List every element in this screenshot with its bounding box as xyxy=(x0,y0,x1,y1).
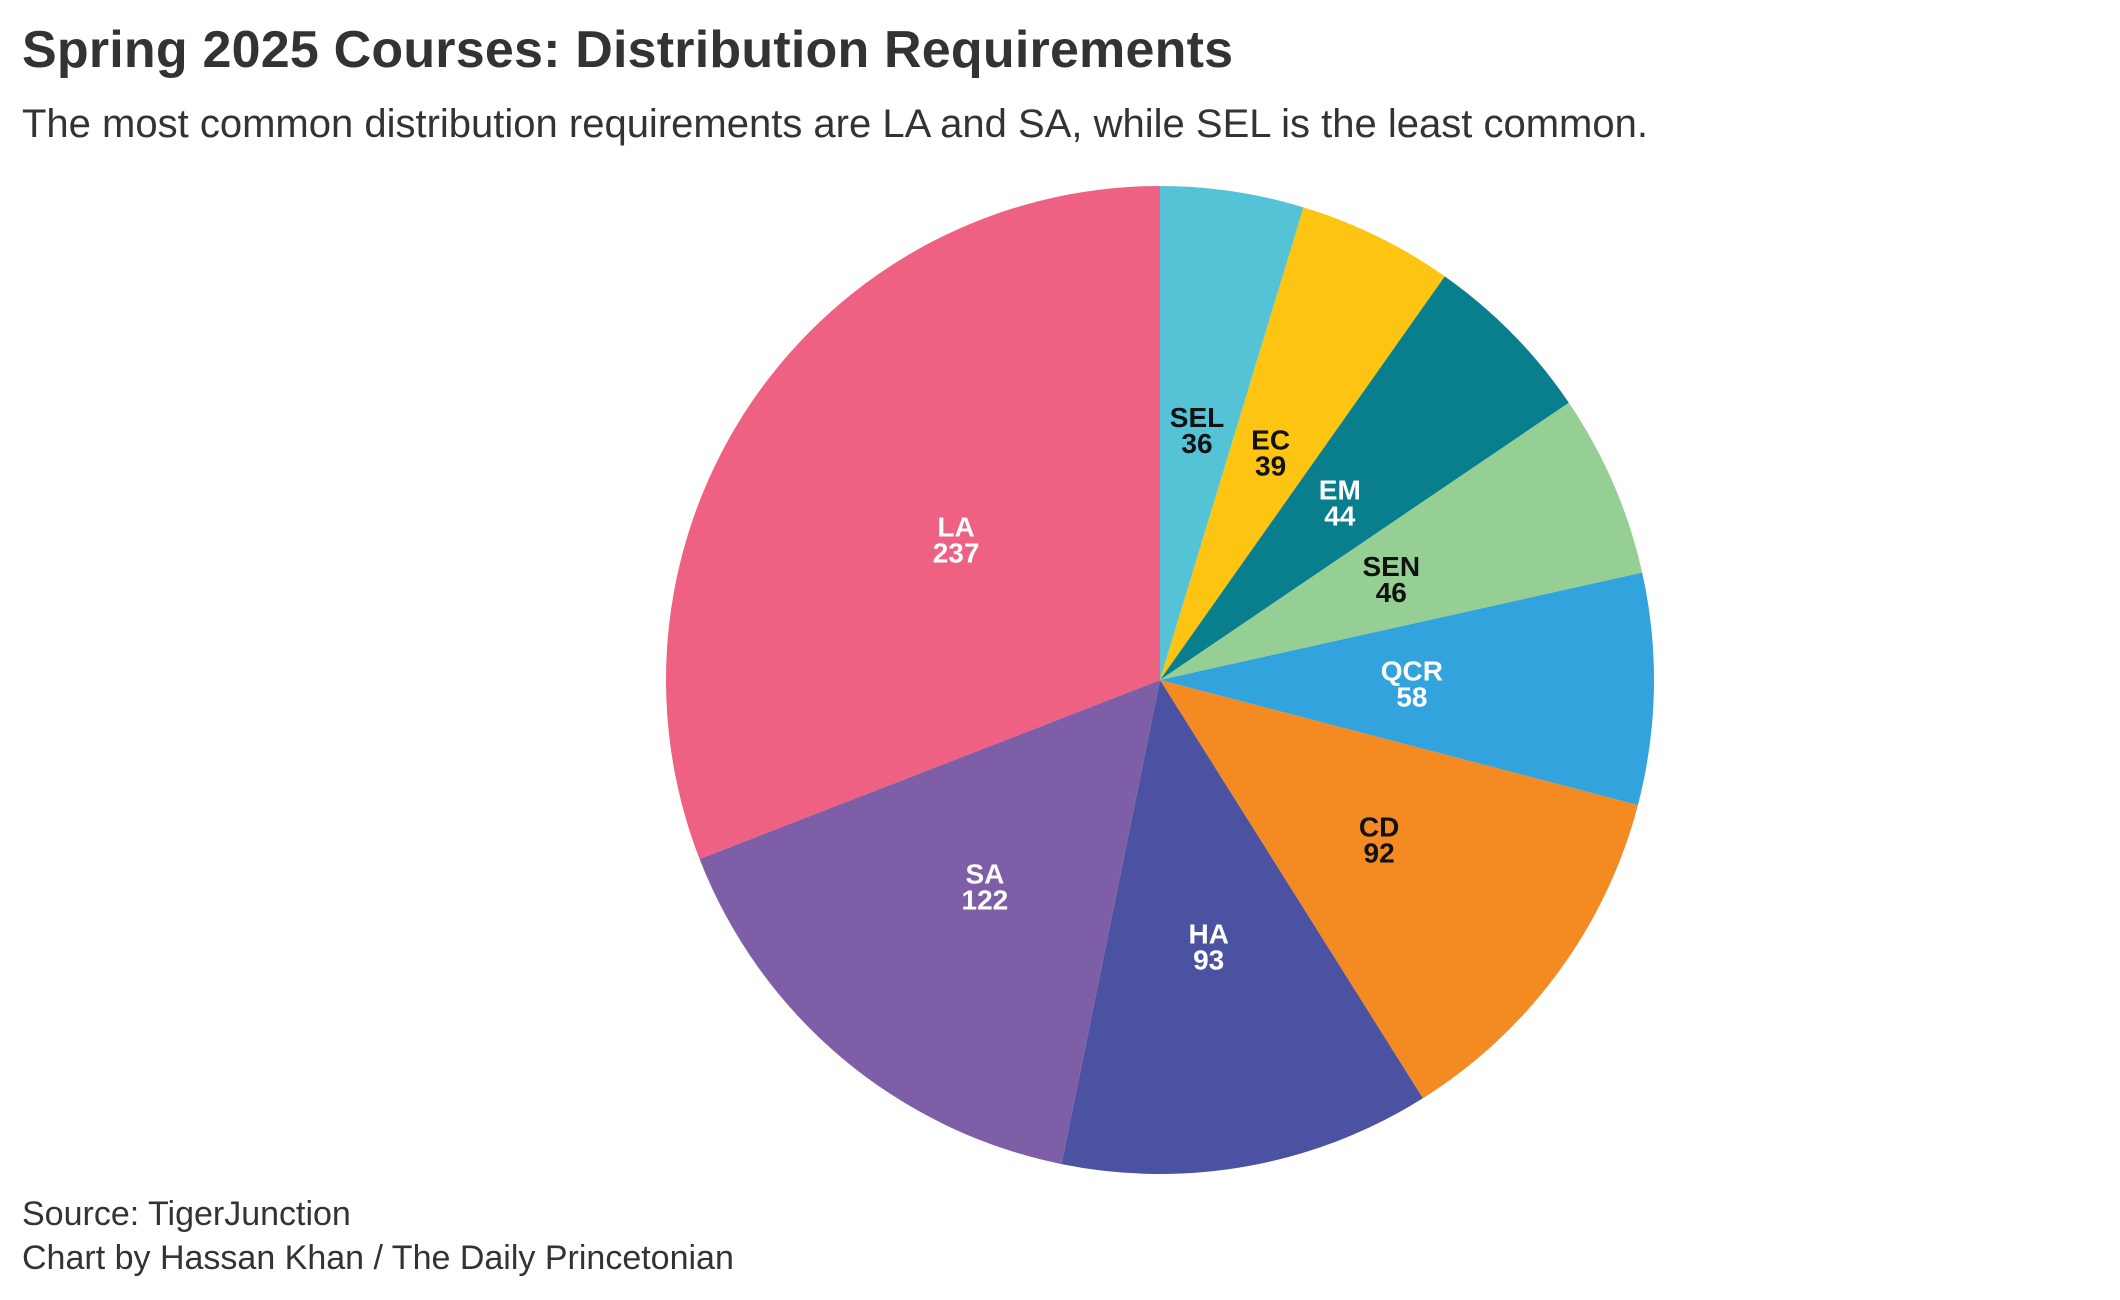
slice-value-ec: 39 xyxy=(1255,451,1286,482)
pie-slice-ha xyxy=(1061,680,1423,1174)
pie-slice-la xyxy=(665,186,1160,859)
slice-value-la: 237 xyxy=(933,538,980,569)
pie-slices xyxy=(665,186,1655,1174)
slice-value-cd: 92 xyxy=(1364,838,1395,869)
slice-label-cd: CD xyxy=(1359,812,1399,843)
credit-note: Chart by Hassan Khan / The Daily Princet… xyxy=(22,1239,734,1277)
slice-value-qcr: 58 xyxy=(1396,682,1427,713)
slice-label-ha: HA xyxy=(1188,918,1228,949)
pie-slice-qcr xyxy=(1160,572,1655,806)
source-note: Source: TigerJunction xyxy=(22,1195,351,1233)
pie-slice-ec xyxy=(1160,207,1445,680)
slice-label-em: EM xyxy=(1319,475,1361,506)
chart-footer: Source: TigerJunction Chart by Hassan Kh… xyxy=(22,1192,734,1280)
slice-label-ec: EC xyxy=(1251,425,1290,456)
slice-value-sen: 46 xyxy=(1376,577,1407,608)
pie-slice-em xyxy=(1160,276,1569,680)
slice-value-ha: 93 xyxy=(1193,944,1224,975)
slice-label-qcr: QCR xyxy=(1381,656,1443,687)
chart-subtitle: The most common distribution requirement… xyxy=(22,102,1648,146)
pie-slice-sel xyxy=(1160,186,1304,680)
slice-value-em: 44 xyxy=(1324,501,1356,532)
pie-slice-sa xyxy=(699,680,1160,1165)
slice-label-sa: SA xyxy=(965,859,1004,890)
slice-label-sen: SEN xyxy=(1363,551,1421,582)
slice-value-sel: 36 xyxy=(1181,428,1212,459)
chart-title: Spring 2025 Courses: Distribution Requir… xyxy=(22,21,1234,79)
pie-slice-sen xyxy=(1160,402,1643,680)
pie-slice-cd xyxy=(1160,680,1638,1099)
slice-label-sel: SEL xyxy=(1170,402,1224,433)
slice-label-la: LA xyxy=(937,512,974,543)
slice-value-sa: 122 xyxy=(962,885,1009,916)
